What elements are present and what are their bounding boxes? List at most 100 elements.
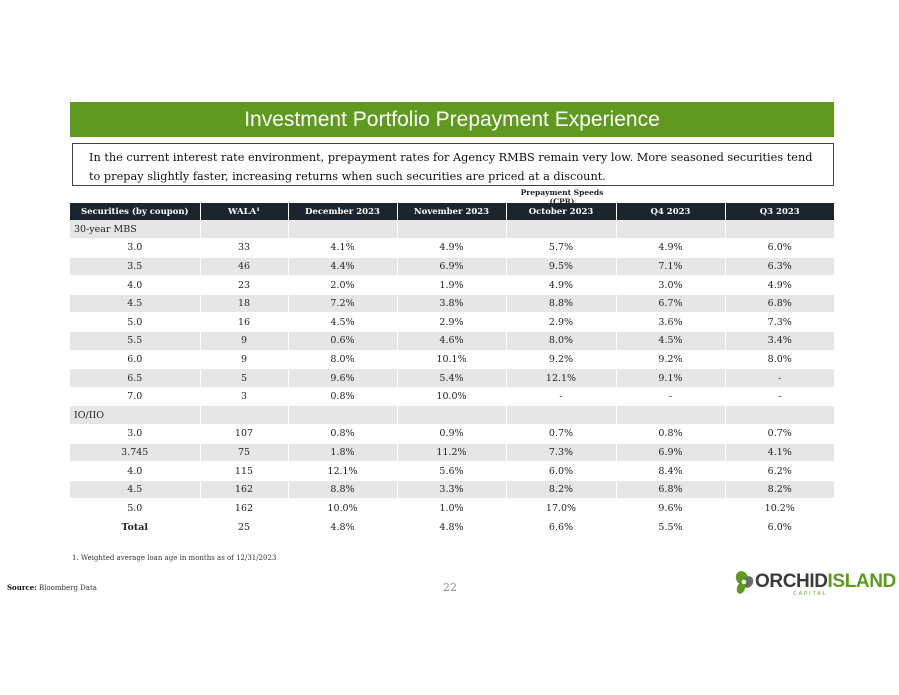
table-row: 4.5 162 8.8% 3.3% 8.2% 6.8% 8.2%: [70, 480, 834, 500]
value-cell: 4.5%: [287, 312, 397, 333]
value-cell: 2.9%: [396, 312, 506, 333]
value-cell: 5.4%: [396, 368, 506, 388]
value-cell: 8.8%: [505, 294, 616, 314]
source-label: Source:: [7, 583, 37, 592]
value-cell: 0.7%: [505, 424, 616, 444]
table-header-row: Securities (by coupon) WALA¹ December 2023…: [70, 203, 834, 220]
value-cell: 7.1%: [615, 257, 725, 277]
table-row: 5.5 9 0.6% 4.6% 8.0% 4.5% 3.4%: [70, 331, 834, 351]
value-cell: 0.8%: [287, 424, 397, 444]
empty-cell: [287, 220, 397, 240]
value-cell: 6.3%: [724, 257, 834, 277]
empty-cell: [615, 220, 725, 240]
empty-cell: [396, 220, 506, 240]
prepayment-speeds-header: Prepayment Speeds (CPR): [520, 188, 604, 206]
value-cell: 4.9%: [505, 275, 616, 295]
coupon-cell: 4.0: [70, 461, 200, 481]
value-cell: 11.2%: [396, 443, 506, 463]
value-cell: 6.7%: [615, 294, 725, 314]
total-value: 4.8%: [287, 517, 397, 538]
value-cell: -: [615, 387, 725, 407]
value-cell: 75: [199, 443, 288, 463]
value-cell: 3.0%: [615, 275, 725, 295]
value-cell: 162: [199, 498, 288, 518]
value-cell: 1.9%: [396, 275, 506, 295]
value-cell: 10.1%: [396, 350, 506, 370]
value-cell: 9.5%: [505, 257, 616, 277]
value-cell: 10.0%: [287, 498, 397, 518]
value-cell: 6.9%: [396, 257, 506, 277]
value-cell: 0.8%: [615, 424, 725, 444]
value-cell: 9.6%: [287, 368, 397, 388]
value-cell: 12.1%: [287, 461, 397, 481]
value-cell: 7.3%: [505, 443, 616, 463]
value-cell: 9.6%: [615, 498, 725, 518]
value-cell: 7.3%: [724, 312, 834, 333]
table-row: 4.5 18 7.2% 3.8% 8.8% 6.7% 6.8%: [70, 294, 834, 314]
total-value: 25: [199, 517, 288, 538]
table-row: 3.745 75 1.8% 11.2% 7.3% 6.9% 4.1%: [70, 443, 834, 463]
total-label: Total: [70, 517, 200, 538]
coupon-cell: 4.5: [70, 294, 200, 314]
coupon-cell: 5.5: [70, 331, 200, 351]
prepayment-table: Securities (by coupon) WALA¹ December 2023…: [70, 203, 834, 538]
column-header: November 2023: [396, 203, 506, 220]
value-cell: 9.2%: [505, 350, 616, 370]
total-value: 5.5%: [615, 517, 725, 538]
column-header: Q4 2023: [615, 203, 725, 220]
table-row: 4.0 23 2.0% 1.9% 4.9% 3.0% 4.9%: [70, 275, 834, 295]
column-header: WALA¹: [199, 203, 288, 220]
value-cell: -: [505, 387, 616, 407]
value-cell: 33: [199, 238, 288, 258]
coupon-cell: 3.5: [70, 257, 200, 277]
empty-cell: [505, 220, 616, 240]
value-cell: 4.5%: [615, 331, 725, 351]
value-cell: 6.0%: [505, 461, 616, 481]
coupon-cell: 3.745: [70, 443, 200, 463]
value-cell: 18: [199, 294, 288, 314]
value-cell: 3: [199, 387, 288, 407]
value-cell: 2.0%: [287, 275, 397, 295]
value-cell: 10.2%: [724, 498, 834, 518]
value-cell: -: [724, 368, 834, 388]
logo-word-orchid: ORCHID: [755, 571, 828, 592]
source-note: Source: Bloomberg Data: [7, 583, 97, 592]
value-cell: 3.6%: [615, 312, 725, 333]
orchid-flower-icon: [735, 571, 754, 594]
value-cell: 0.9%: [396, 424, 506, 444]
value-cell: 2.9%: [505, 312, 616, 333]
value-cell: 3.3%: [396, 480, 506, 500]
page-title: Investment Portfolio Prepayment Experien…: [70, 102, 834, 137]
table-row: 5.0 162 10.0% 1.0% 17.0% 9.6% 10.2%: [70, 498, 834, 518]
value-cell: 23: [199, 275, 288, 295]
footnote: 1. Weighted average loan age in months a…: [72, 554, 277, 562]
empty-cell: [287, 405, 397, 426]
column-header: Securities (by coupon): [70, 203, 200, 220]
empty-cell: [724, 220, 834, 240]
table-row: 5.0 16 4.5% 2.9% 2.9% 3.6% 7.3%: [70, 312, 834, 333]
table-row: 6.5 5 9.6% 5.4% 12.1% 9.1% -: [70, 368, 834, 388]
value-cell: 8.0%: [287, 350, 397, 370]
value-cell: 6.9%: [615, 443, 725, 463]
value-cell: 6.8%: [724, 294, 834, 314]
value-cell: 0.8%: [287, 387, 397, 407]
table-row: 6.0 9 8.0% 10.1% 9.2% 9.2% 8.0%: [70, 350, 834, 370]
value-cell: 5: [199, 368, 288, 388]
value-cell: 9: [199, 331, 288, 351]
value-cell: -: [724, 387, 834, 407]
value-cell: 8.2%: [724, 480, 834, 500]
total-row: Total 25 4.8% 4.8% 6.6% 5.5% 6.0%: [70, 517, 834, 538]
value-cell: 4.6%: [396, 331, 506, 351]
table-row: 3.5 46 4.4% 6.9% 9.5% 7.1% 6.3%: [70, 257, 834, 277]
coupon-cell: 4.5: [70, 480, 200, 500]
coupon-cell: 4.0: [70, 275, 200, 295]
value-cell: 9.2%: [615, 350, 725, 370]
value-cell: 8.2%: [505, 480, 616, 500]
value-cell: 5.6%: [396, 461, 506, 481]
empty-cell: [199, 405, 288, 426]
section-label: IO/IIO: [70, 405, 200, 426]
value-cell: 8.8%: [287, 480, 397, 500]
value-cell: 5.7%: [505, 238, 616, 258]
value-cell: 1.8%: [287, 443, 397, 463]
value-cell: 3.4%: [724, 331, 834, 351]
